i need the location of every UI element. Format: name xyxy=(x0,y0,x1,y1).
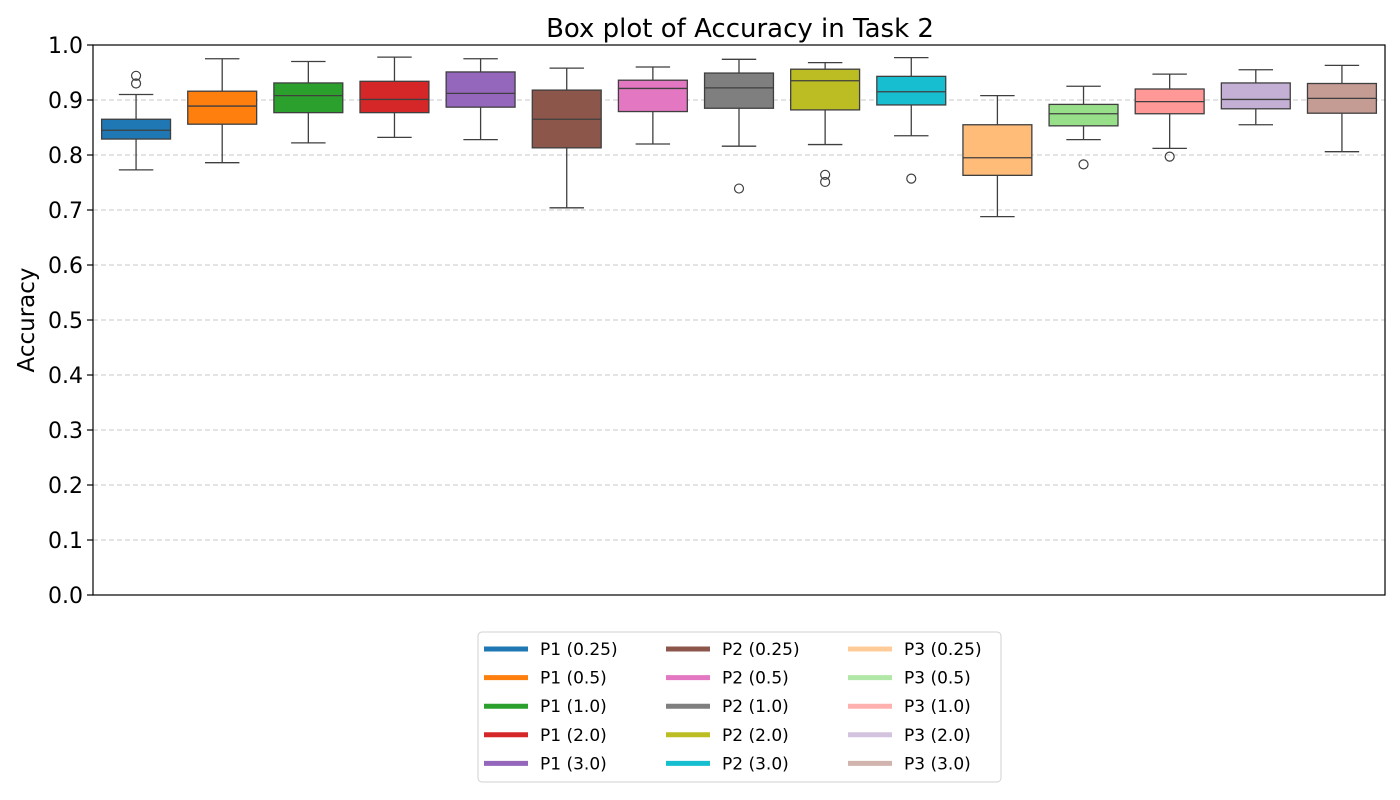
y-tick-label: 0.2 xyxy=(48,474,83,499)
box-4 xyxy=(359,56,430,139)
y-tick-label: 0.0 xyxy=(48,584,83,609)
box-5 xyxy=(445,58,516,141)
legend-item: P1 (1.0) xyxy=(484,697,607,717)
legend-item: P3 (3.0) xyxy=(848,754,971,774)
box-6 xyxy=(531,67,602,209)
outlier-point xyxy=(906,173,917,184)
box-3 xyxy=(273,60,344,144)
box-body xyxy=(876,75,947,106)
outlier-point xyxy=(130,78,142,89)
box-8 xyxy=(703,58,775,194)
legend-item: P1 (2.0) xyxy=(484,726,607,746)
legend-label: P2 (0.25) xyxy=(722,640,800,660)
legend-item: P3 (0.5) xyxy=(848,669,971,689)
outlier-point xyxy=(1164,151,1175,162)
legend-label: P1 (1.0) xyxy=(540,697,607,717)
legend-label: P3 (3.0) xyxy=(904,754,971,774)
legend-label: P1 (0.25) xyxy=(540,640,618,660)
legend-item: P1 (0.25) xyxy=(484,640,618,660)
legend-label: P3 (0.5) xyxy=(904,669,971,689)
box-2 xyxy=(187,58,258,164)
legend-item: P1 (3.0) xyxy=(484,754,607,774)
legend-item: P2 (3.0) xyxy=(666,754,789,774)
y-tick-label: 1.0 xyxy=(48,34,83,59)
y-tick-label: 0.6 xyxy=(48,254,83,279)
box-12 xyxy=(1048,85,1119,170)
box-1 xyxy=(100,70,172,171)
outlier-point xyxy=(733,183,745,194)
legend-label: P2 (2.0) xyxy=(722,726,789,746)
y-axis-label: Accuracy xyxy=(14,267,40,372)
legend-label: P1 (3.0) xyxy=(540,754,607,774)
box-body xyxy=(100,118,172,140)
legend-label: P3 (1.0) xyxy=(904,697,971,717)
y-tick-label: 0.4 xyxy=(48,364,83,389)
box-body xyxy=(1048,103,1119,127)
box-body xyxy=(703,72,775,109)
box-body xyxy=(1220,82,1291,110)
box-7 xyxy=(617,66,688,145)
box-10 xyxy=(876,57,947,184)
box-body xyxy=(273,82,344,114)
legend-item: P2 (0.25) xyxy=(666,640,800,660)
legend-label: P1 (2.0) xyxy=(540,726,607,746)
legend-label: P3 (2.0) xyxy=(904,726,971,746)
legend-item: P2 (2.0) xyxy=(666,726,789,746)
box-body xyxy=(790,68,861,111)
box-9 xyxy=(790,61,861,188)
outlier-point xyxy=(820,176,831,188)
boxes-group xyxy=(100,56,1378,218)
box-body xyxy=(962,124,1033,176)
y-tick-label: 0.8 xyxy=(48,144,83,169)
y-tick-label: 0.9 xyxy=(48,89,83,114)
chart-title: Box plot of Accuracy in Task 2 xyxy=(546,14,934,44)
box-body xyxy=(445,71,516,108)
legend-item: P1 (0.5) xyxy=(484,669,607,689)
box-body xyxy=(617,79,688,113)
box-body xyxy=(359,80,430,114)
box-13 xyxy=(1134,73,1205,162)
box-15 xyxy=(1306,64,1378,153)
legend-frame xyxy=(477,631,1002,783)
y-tick-label: 0.1 xyxy=(48,529,83,554)
outlier-point xyxy=(1078,159,1089,170)
legend: P1 (0.25) P1 (0.5) P1 (1.0) P1 (2.0) P1 (3.0… xyxy=(477,631,1002,783)
y-tick-label: 0.3 xyxy=(48,419,83,444)
y-tick-label: 0.7 xyxy=(48,199,83,224)
legend-item: P3 (0.25) xyxy=(848,640,982,660)
legend-label: P3 (0.25) xyxy=(904,640,982,660)
legend-label: P2 (0.5) xyxy=(722,669,789,689)
legend-label: P2 (3.0) xyxy=(722,754,789,774)
legend-item: P3 (2.0) xyxy=(848,726,971,746)
legend-item: P3 (1.0) xyxy=(848,697,971,717)
box-11 xyxy=(962,94,1033,218)
outlier-point xyxy=(130,70,142,81)
legend-label: P1 (0.5) xyxy=(540,669,607,689)
box-14 xyxy=(1220,69,1291,126)
legend-label: P2 (1.0) xyxy=(722,697,789,717)
y-axis-ticks: 0.0 0.1 0.2 0.3 0.4 0.5 0.6 0.7 0.8 0.9 1.0 xyxy=(48,34,93,609)
legend-item: P2 (0.5) xyxy=(666,669,789,689)
y-tick-label: 0.5 xyxy=(48,309,83,334)
outlier-point xyxy=(820,169,831,180)
box-body xyxy=(187,90,258,125)
legend-item: P2 (1.0) xyxy=(666,697,789,717)
